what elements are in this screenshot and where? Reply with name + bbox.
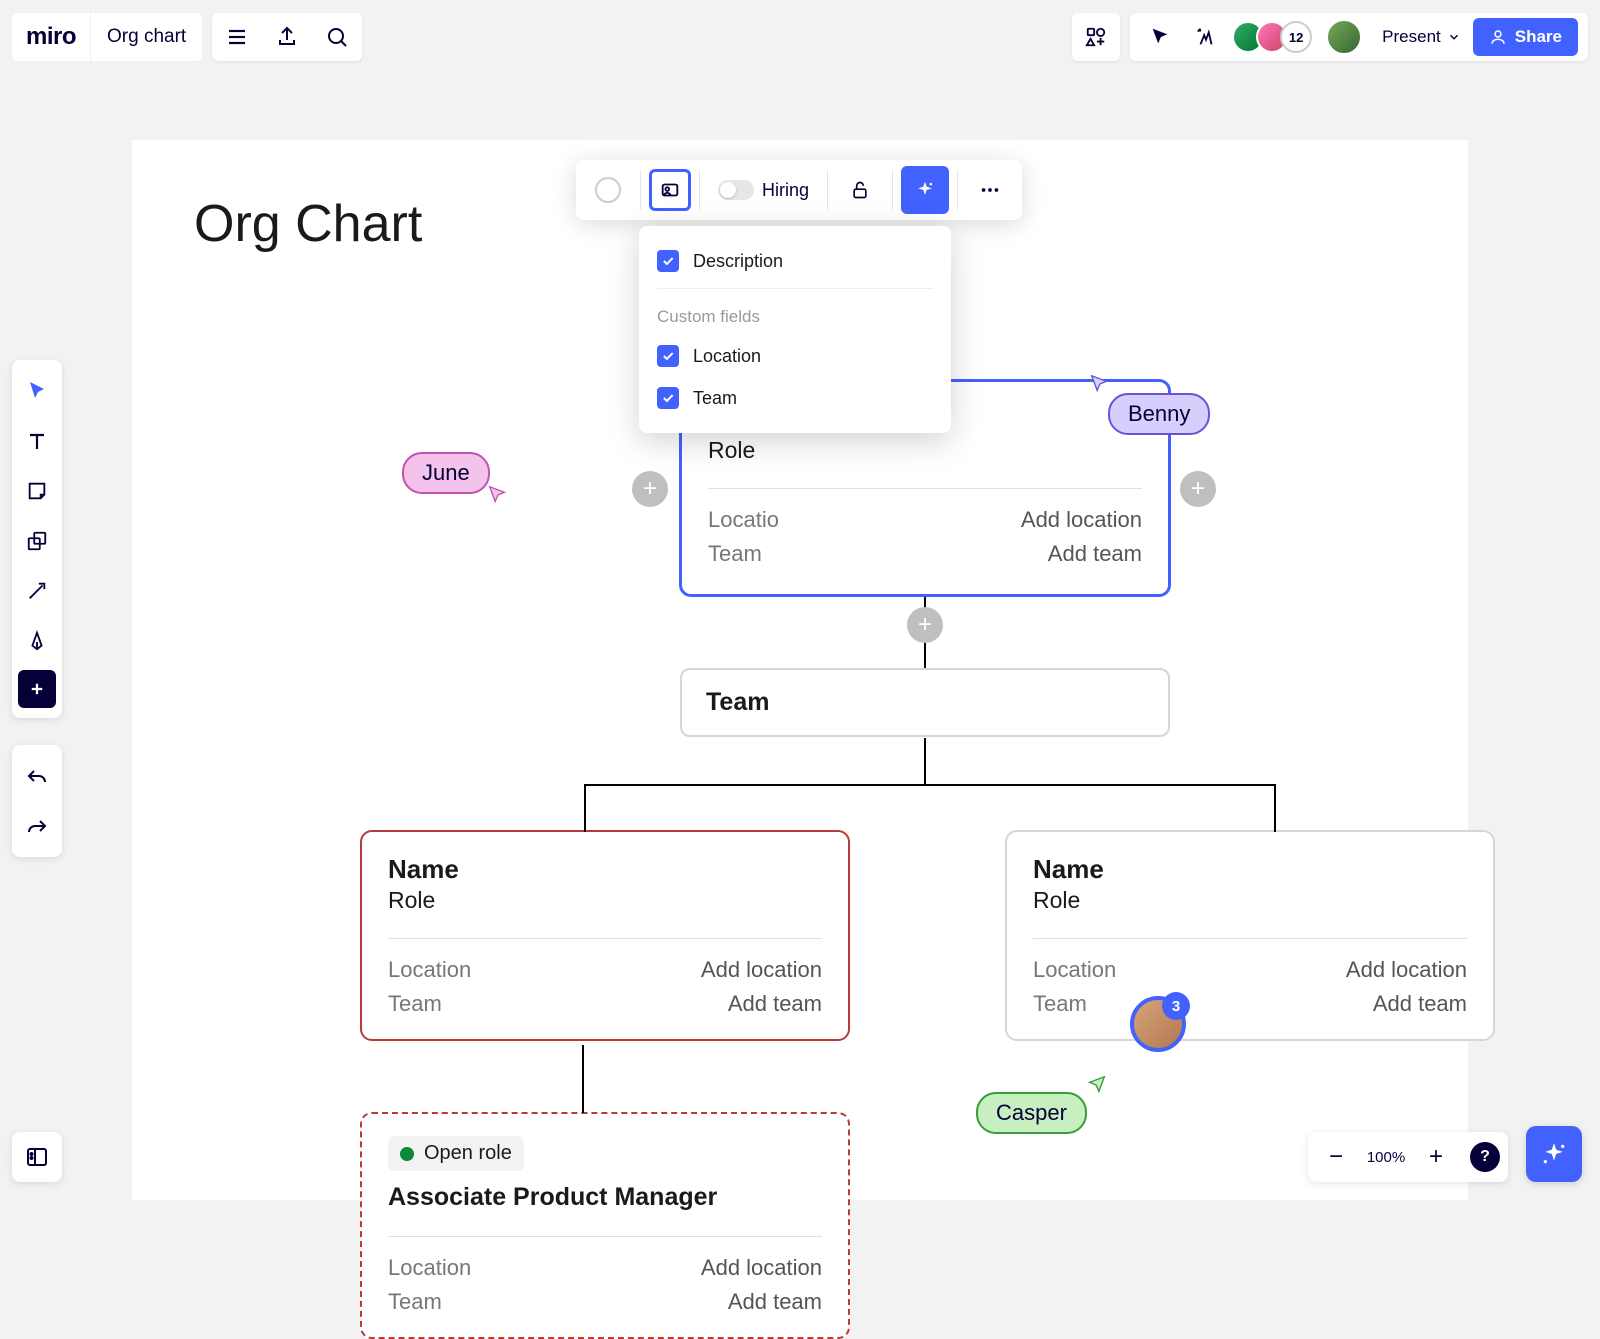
team-label: Team — [708, 541, 762, 567]
connector — [924, 738, 926, 786]
connector — [584, 784, 586, 832]
search-button[interactable] — [312, 13, 362, 61]
fields-toggle-button[interactable] — [649, 169, 691, 211]
cursor-arrow-june — [486, 484, 508, 506]
current-user-avatar[interactable] — [1326, 19, 1362, 55]
add-right-handle[interactable]: + — [1180, 471, 1216, 507]
org-card-open-role[interactable]: Open role Associate Product Manager Loca… — [360, 1112, 850, 1339]
card-context-toolbar: Hiring — [576, 160, 1022, 220]
add-team[interactable]: Add team — [728, 1289, 822, 1315]
cursor-label-june: June — [402, 452, 490, 494]
location-label: Location — [388, 957, 471, 983]
location-label: Location — [1033, 957, 1116, 983]
dropdown-item-description[interactable]: Description — [657, 240, 933, 282]
hiring-toggle[interactable]: Hiring — [708, 180, 819, 201]
undo-redo-group — [12, 745, 62, 857]
board-name[interactable]: Org chart — [90, 13, 202, 61]
shape-tool[interactable] — [12, 516, 62, 566]
team-label: Team — [388, 1289, 442, 1315]
add-team[interactable]: Add team — [1373, 991, 1467, 1017]
open-role-title[interactable]: Associate Product Manager — [388, 1183, 822, 1212]
more-options-button[interactable] — [966, 166, 1014, 214]
card-name[interactable]: Name — [388, 854, 822, 885]
connector — [582, 1045, 584, 1113]
redo-button[interactable] — [12, 801, 62, 851]
cursor-label-casper: Casper — [976, 1092, 1087, 1134]
fields-dropdown: Description Custom fields Location Team — [639, 226, 951, 433]
add-location[interactable]: Add location — [701, 1255, 822, 1281]
collaboration-bar: 12 Present Share — [1130, 13, 1588, 61]
cursor-label-benny: Benny — [1108, 393, 1210, 435]
add-location[interactable]: Add location — [1346, 957, 1467, 983]
card-role[interactable]: Role — [708, 437, 1142, 464]
select-tool[interactable] — [12, 366, 62, 416]
ai-button[interactable] — [901, 166, 949, 214]
dropdown-item-team[interactable]: Team — [657, 377, 933, 419]
add-team[interactable]: Add team — [728, 991, 822, 1017]
card-role[interactable]: Role — [388, 887, 822, 914]
dropdown-section-header: Custom fields — [657, 295, 933, 335]
present-button[interactable]: Present — [1368, 13, 1467, 61]
zoom-controls: − 100% + ? — [1308, 1132, 1508, 1182]
card-role[interactable]: Role — [1033, 887, 1467, 914]
miro-logo[interactable]: miro — [12, 13, 90, 61]
ai-assist-button[interactable] — [1526, 1126, 1582, 1182]
team-label: Team — [388, 991, 442, 1017]
connection-tool[interactable] — [12, 566, 62, 616]
help-button[interactable]: ? — [1470, 1142, 1500, 1172]
participant-count-badge: 3 — [1162, 992, 1190, 1020]
cursor-arrow-benny — [1088, 373, 1110, 395]
panel-toggle-button[interactable] — [12, 1132, 62, 1182]
avatar-overflow[interactable]: 12 — [1280, 21, 1312, 53]
left-toolbar — [12, 360, 62, 718]
dropdown-item-location[interactable]: Location — [657, 335, 933, 377]
checkbox-icon — [657, 387, 679, 409]
connector — [1274, 784, 1276, 832]
add-location[interactable]: Add location — [701, 957, 822, 983]
open-role-chip: Open role — [388, 1136, 524, 1171]
color-picker-button[interactable] — [584, 166, 632, 214]
checkbox-icon — [657, 250, 679, 272]
topbar: miro Org chart — [12, 10, 1588, 64]
add-below-handle[interactable]: + — [907, 607, 943, 643]
zoom-in-button[interactable]: + — [1416, 1137, 1456, 1177]
main-menu-button[interactable] — [212, 13, 262, 61]
card-name[interactable]: Name — [1033, 854, 1467, 885]
cursor-arrow-casper — [1086, 1074, 1108, 1096]
lock-button[interactable] — [836, 166, 884, 214]
add-left-handle[interactable]: + — [632, 471, 668, 507]
org-card-right[interactable]: Name Role Location Add location Team Add t… — [1005, 830, 1495, 1041]
page-title: Org Chart — [194, 194, 422, 254]
checkbox-icon — [657, 345, 679, 367]
zoom-level[interactable]: 100% — [1364, 1149, 1408, 1166]
undo-button[interactable] — [12, 751, 62, 801]
apps-button[interactable] — [1072, 13, 1120, 61]
zoom-out-button[interactable]: − — [1316, 1137, 1356, 1177]
export-button[interactable] — [262, 13, 312, 61]
text-tool[interactable] — [12, 416, 62, 466]
pen-tool[interactable] — [12, 616, 62, 666]
more-tools[interactable] — [18, 670, 56, 708]
connector — [584, 784, 1276, 786]
org-card-left[interactable]: Name Role Location Add location Team Add t… — [360, 830, 850, 1041]
team-card[interactable]: Team — [680, 668, 1170, 737]
avatar-stack[interactable]: 12 — [1232, 21, 1312, 53]
team-label: Team — [1033, 991, 1087, 1017]
cursor-tracking-icon[interactable] — [1140, 13, 1180, 61]
share-button[interactable]: Share — [1473, 18, 1578, 56]
location-label: Location — [388, 1255, 471, 1281]
video-call-bubble[interactable]: 3 — [1130, 996, 1186, 1052]
reactions-icon[interactable] — [1186, 13, 1226, 61]
location-label: Locatio — [708, 507, 779, 533]
sticky-note-tool[interactable] — [12, 466, 62, 516]
